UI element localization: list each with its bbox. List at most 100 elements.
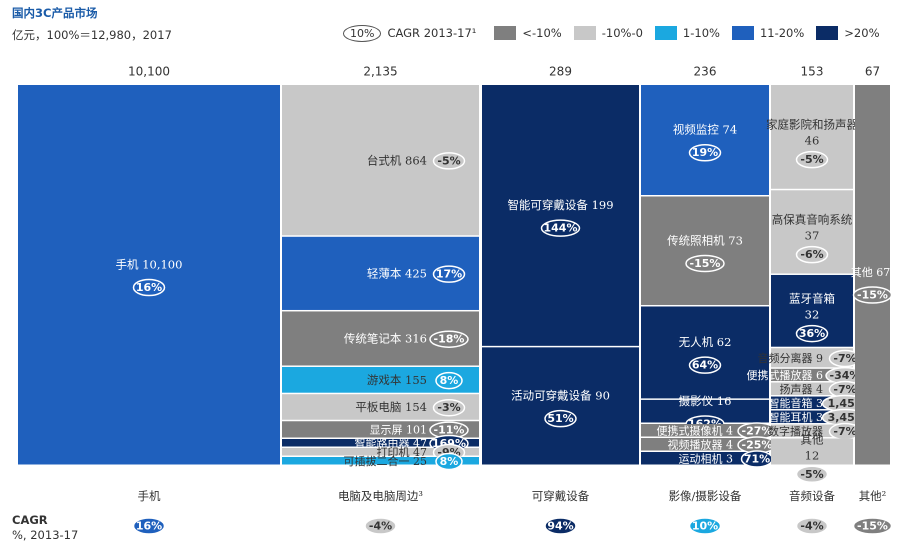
legend-item: <-10% xyxy=(494,26,562,40)
legend: 10% CAGR 2013-17¹ <-10% -10%-0 1-10% 11-… xyxy=(343,22,892,44)
segment-label: 显示屏 101 xyxy=(370,424,428,437)
category-label: 影像/摄影设备 xyxy=(669,489,742,503)
segment-cagr-label: -11% xyxy=(434,424,465,437)
segment-cagr-label: -6% xyxy=(800,248,823,261)
legend-swatch xyxy=(573,26,596,40)
segment-label: 平板电脑 154 xyxy=(355,400,427,414)
segment-label: 摄影仪 16 xyxy=(679,394,732,408)
segment xyxy=(771,438,853,465)
segment-value: 37 xyxy=(805,229,820,243)
category-pill xyxy=(544,517,577,535)
column-total: 289 xyxy=(549,65,572,79)
segment xyxy=(282,421,479,438)
chart-subtitle: 亿元，100%＝12,980，2017 xyxy=(12,28,172,42)
column-total: 2,135 xyxy=(363,65,397,79)
segment-label: 台式机 864 xyxy=(367,153,427,167)
category-cagr-label: -4% xyxy=(800,520,823,533)
segment-cagr-label: 36% xyxy=(799,327,825,340)
segment xyxy=(482,347,639,465)
segment-cagr-label: -7% xyxy=(833,352,856,365)
segment-value: 32 xyxy=(805,308,820,322)
category-label: 其他² xyxy=(859,489,887,503)
segment xyxy=(641,399,769,423)
segment xyxy=(641,85,769,195)
segment-cagr-label: 3,453 xyxy=(828,411,863,424)
segment xyxy=(641,438,769,451)
segment-cagr-label: -7% xyxy=(833,383,856,396)
segment-label: 活动可穿戴设备 90 xyxy=(511,389,610,403)
segment-label: 打印机 47 xyxy=(377,445,428,459)
segment-label: 无人机 62 xyxy=(679,335,732,349)
segment-cagr-label: 8% xyxy=(440,455,459,468)
segment xyxy=(855,85,890,465)
chart-title: 国内3C产品市场 xyxy=(12,6,98,20)
segment-cagr-label: -5% xyxy=(437,154,460,167)
segment-cagr-label: -5% xyxy=(800,153,823,166)
segment-label: 高保真音响系统 xyxy=(772,213,853,227)
segment xyxy=(282,457,479,465)
segment-label: 智能可穿戴设备 199 xyxy=(507,198,613,212)
column-total: 10,100 xyxy=(128,65,170,79)
segment-cagr-label: -27% xyxy=(742,425,773,438)
segment-label: 智能音箱 3 xyxy=(769,396,824,410)
segment-label: 便携式摄像机 4 xyxy=(657,424,734,438)
segment-pill xyxy=(795,150,829,169)
segment xyxy=(641,452,769,465)
legend-cagr-text: CAGR 2013-17¹ xyxy=(387,26,477,40)
legend-label: -10%-0 xyxy=(601,26,643,40)
segment-label: 扬声器 4 xyxy=(780,382,824,396)
category-cagr-label: -4% xyxy=(369,520,392,533)
segment-pill xyxy=(688,356,722,374)
legend-label: 1-10% xyxy=(682,26,720,40)
segment-label: 视频播放器 4 xyxy=(668,438,734,452)
segment-pill xyxy=(435,452,463,471)
legend-swatch xyxy=(731,26,754,40)
segment-pill xyxy=(432,398,466,417)
category-cagr-label: -15% xyxy=(857,520,888,533)
segment-pill xyxy=(540,219,581,237)
segment-label: 蓝牙音箱 xyxy=(789,292,835,306)
category-label: 电脑及电脑周边³ xyxy=(338,489,423,503)
category-cagr-label: 94% xyxy=(547,520,573,533)
category-pill xyxy=(795,517,829,535)
legend-item: 1-10% xyxy=(654,26,720,40)
category-cagr-label: 10% xyxy=(692,520,718,533)
legend-swatch xyxy=(654,26,677,40)
segment-cagr-label: -5% xyxy=(800,468,823,481)
segment-label: 轻薄本 425 xyxy=(367,267,427,281)
segment-label: 智能耳机 3 xyxy=(769,410,824,424)
legend-item: >20% xyxy=(816,26,880,40)
legend-item: 11-20% xyxy=(731,26,804,40)
category-pill xyxy=(132,517,166,535)
legend-swatch xyxy=(816,26,839,40)
segment-label: 运动相机 3 xyxy=(679,452,734,466)
segment-cagr-label: -34% xyxy=(830,369,861,382)
category-pill xyxy=(364,517,397,535)
segment-label: 传统笔记本 316 xyxy=(344,332,427,346)
category-label: 音频设备 xyxy=(789,489,835,503)
legend-swatch xyxy=(494,26,517,40)
segment-label: 音频分离器 9 xyxy=(758,351,824,365)
cagr-row-label: CAGR xyxy=(12,513,48,527)
segment-cagr-label: -18% xyxy=(434,333,465,346)
segment-pill xyxy=(688,143,722,162)
segment-pill xyxy=(435,371,463,390)
segment-cagr-label: -7% xyxy=(833,425,856,438)
category-label: 手机 xyxy=(138,489,161,503)
segment-cagr-label: 64% xyxy=(692,359,718,372)
segment-label: 数字播放器 xyxy=(768,424,823,438)
segment xyxy=(641,424,769,437)
segment xyxy=(482,85,639,346)
segment-cagr-label: 19% xyxy=(692,146,718,159)
segment-pill xyxy=(795,465,829,484)
legend-label: >20% xyxy=(844,26,880,40)
segment-cagr-label: 1,450 xyxy=(828,397,863,410)
legend-item: -10%-0 xyxy=(573,26,643,40)
segment xyxy=(18,85,280,465)
segment-label: 其他 xyxy=(801,432,824,446)
column-total: 67 xyxy=(865,65,880,79)
segment-pill xyxy=(795,245,829,264)
segment-label: 其他 67 xyxy=(851,266,891,279)
legend-cagr-oval: 10% xyxy=(343,24,382,42)
